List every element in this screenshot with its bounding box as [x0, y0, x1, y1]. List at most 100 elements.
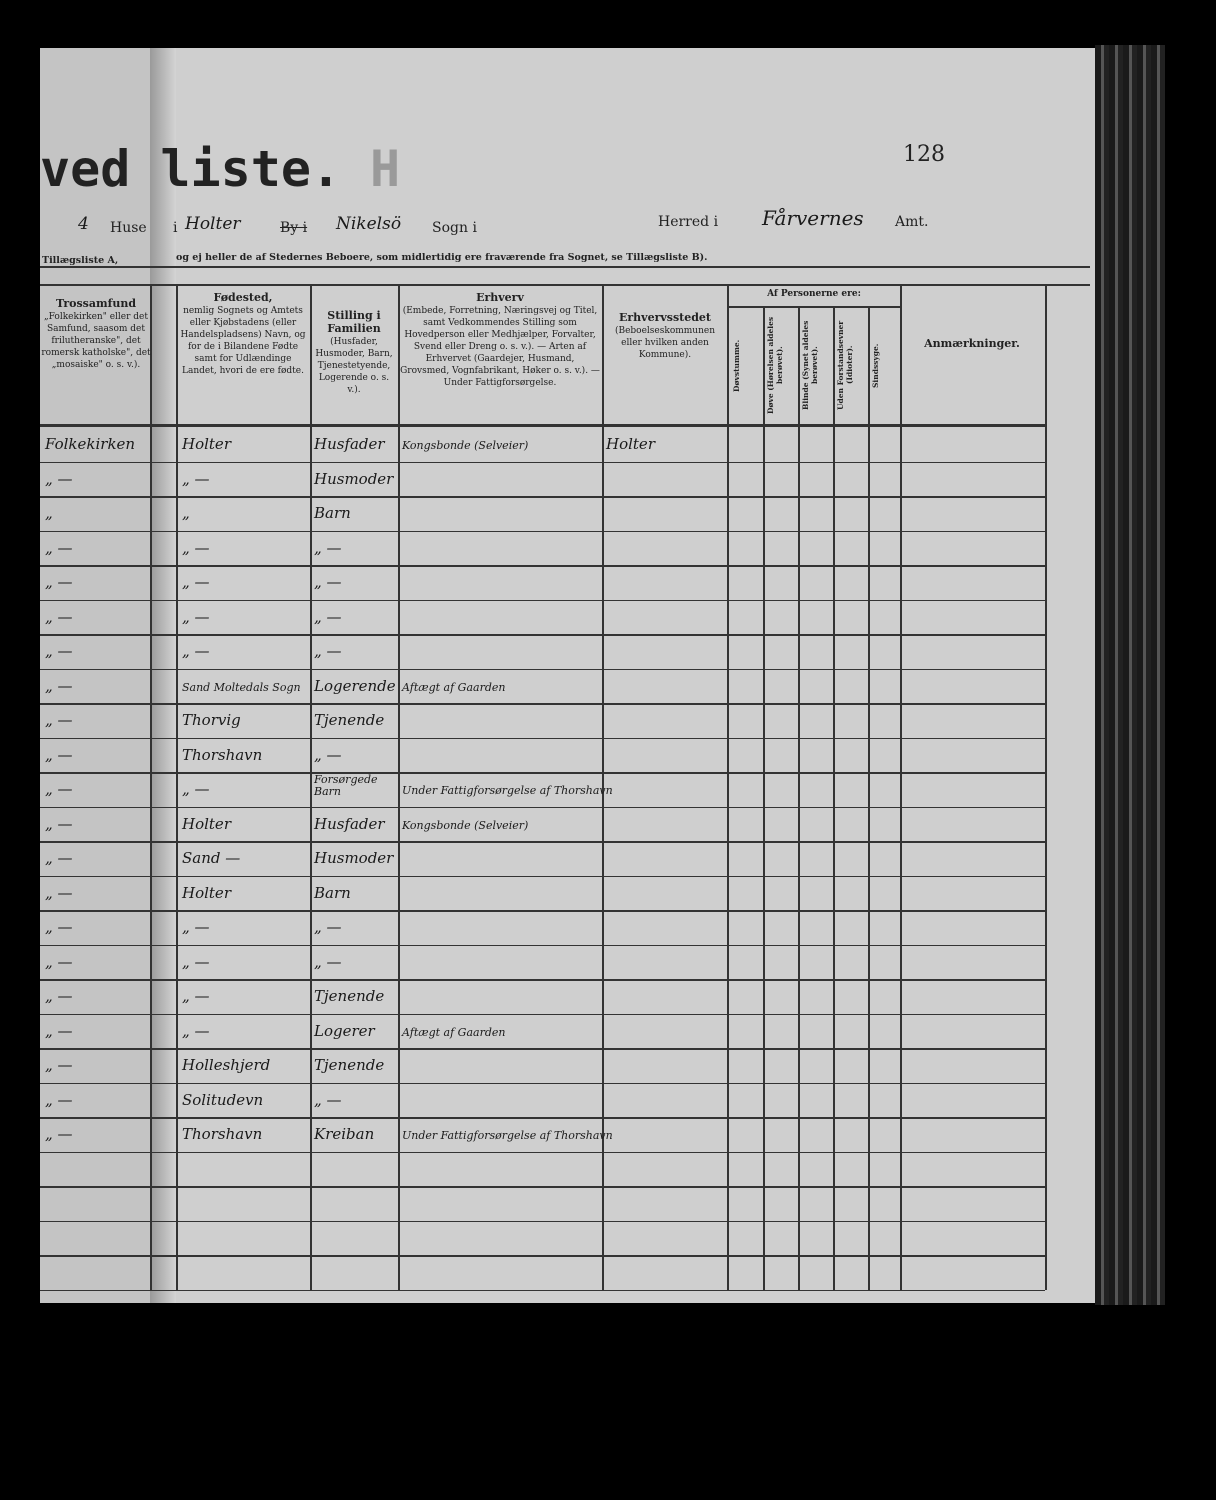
label-herred: Herred i — [658, 214, 719, 230]
row-line — [40, 703, 1045, 705]
cell-fodested: Holter — [182, 883, 231, 902]
cell-tros: „ — — [45, 1125, 73, 1143]
book-page-edges — [1095, 45, 1165, 1305]
row-line — [40, 496, 1045, 498]
cell-fodested: Sand — — [182, 849, 241, 867]
cell-stilling: „ — — [314, 538, 342, 557]
cell-fodested: „ — — [182, 607, 210, 626]
ghost-letter: H — [370, 140, 401, 198]
cell-fodested: Holleshjerd — [182, 1056, 271, 1074]
cell-stilling: Barn — [314, 883, 351, 902]
row-line — [40, 806, 1045, 808]
row-line — [40, 841, 1045, 843]
label-i: i — [173, 220, 178, 236]
cell-stilling: Husmoder — [314, 849, 394, 867]
cell-stilling: Tjenende — [314, 1056, 385, 1074]
place-name: Holter — [185, 214, 241, 234]
row-line — [40, 1289, 1045, 1291]
cell-erhverv: Aftægt af Gaarden — [402, 680, 506, 694]
cell-fodested: „ — — [182, 987, 210, 1005]
cell-stilling: Husfader — [314, 435, 385, 453]
column-line — [763, 306, 765, 1290]
row-line — [40, 1082, 1045, 1084]
column-line — [1045, 284, 1047, 1290]
cell-tros: „ — — [45, 814, 73, 833]
row-line — [40, 461, 1045, 463]
row-line — [40, 565, 1045, 567]
cell-fodested: Thorshavn — [182, 745, 263, 764]
row-line — [40, 772, 1045, 774]
cell-fodested: Sand Moltedals Sogn — [182, 680, 301, 694]
cell-stilling: „ — — [314, 642, 342, 660]
column-line — [310, 284, 312, 1290]
cell-sted: Holter — [606, 435, 655, 453]
label-huse: Huse — [110, 220, 147, 236]
header-note: og ej heller de af Stedernes Beboere, so… — [176, 252, 708, 263]
header-rule — [40, 266, 1090, 268]
cell-fodested: „ — — [182, 780, 210, 798]
col-dovstumme: Døvstumme. — [732, 339, 741, 393]
cell-fodested: „ — — [182, 642, 210, 660]
cell-tros: „ — — [45, 1090, 73, 1109]
col-anmaerkninger: Anmærkninger. — [902, 338, 1042, 351]
cell-fodested: Thorshavn — [182, 1125, 263, 1143]
col-sindssyge: Sindssyge. — [871, 343, 880, 389]
row-line — [40, 634, 1045, 636]
cell-stilling: Logerer — [314, 1021, 375, 1040]
col-erhverv-desc: (Embede, Forretning, Næringsvej og Titel… — [400, 306, 600, 388]
row-line — [40, 910, 1045, 912]
col-erhverv: Erhverv (Embede, Forretning, Næringsvej o… — [400, 292, 600, 389]
left-note: Tillægsliste A, — [42, 255, 119, 266]
cell-stilling: „ — — [314, 573, 342, 591]
cell-stilling: Husfader — [314, 814, 385, 833]
col-af-personerne: Af Personerne ere: — [767, 289, 861, 299]
cell-erhverv: Kongsbonde (Selveier) — [402, 818, 529, 832]
header-top-line — [40, 284, 1090, 286]
row-line — [40, 979, 1045, 981]
column-line — [900, 284, 902, 1290]
column-line — [398, 284, 400, 1290]
cell-tros: „ — — [45, 918, 73, 936]
cell-tros: „ — — [45, 987, 73, 1005]
cell-tros: „ — [45, 504, 53, 522]
cell-tros: „ — — [45, 1021, 73, 1040]
page-number: 128 — [903, 142, 945, 167]
col-anmaerkninger-title: Anmærkninger. — [924, 337, 1020, 350]
col-tros: Trossamfund „Folkekirken" eller det Samfu… — [40, 298, 152, 371]
row-line — [40, 944, 1045, 946]
row-line — [40, 668, 1045, 670]
cell-tros: „ — — [45, 1056, 73, 1074]
row-line — [40, 1013, 1045, 1015]
cell-fodested: Thorvig — [182, 711, 241, 729]
cell-fodested: „ — — [182, 573, 210, 591]
cell-tros: „ — — [45, 849, 73, 867]
header-bottom-line — [40, 424, 1045, 427]
label-sogn: Sogn i — [432, 220, 477, 236]
cell-stilling: Kreiban — [314, 1125, 375, 1143]
cell-fodested: „ — — [182, 918, 210, 936]
cell-fodested: „ — [182, 504, 190, 522]
book-gutter — [150, 48, 176, 1303]
row-line — [40, 1151, 1045, 1153]
col-stilling-title: Stilling i Familien — [327, 309, 381, 335]
col-fodested-desc: nemlig Sognets og Amtets eller Kjøbstade… — [180, 306, 306, 376]
cell-erhverv: Under Fattigforsørgelse af Thorshavn — [402, 784, 613, 797]
cell-erhverv: Under Fattigforsørgelse af Thorshavn — [402, 1129, 613, 1142]
cell-stilling: Logerende — [314, 676, 396, 695]
cell-stilling: „ — — [314, 952, 342, 971]
cell-fodested: „ — — [182, 538, 210, 557]
col-erhvervsstedet-desc: (Beboelseskommunen eller hvilken anden K… — [614, 326, 716, 360]
col-stilling-desc: (Husfader, Husmoder, Barn, Tjenestetyend… — [315, 337, 393, 395]
cell-stilling: Forsørgede Barn — [314, 773, 378, 798]
cell-fodested: „ — — [182, 952, 210, 971]
census-page — [40, 48, 1105, 1303]
cell-tros: „ — — [45, 573, 73, 591]
column-line — [868, 306, 870, 1290]
column-line — [176, 284, 178, 1290]
col-erhverv-title: Erhverv — [476, 291, 524, 304]
cell-fodested: „ — — [182, 469, 210, 488]
column-line — [150, 284, 152, 1290]
col-erhvervsstedet: Erhvervsstedet (Beboelseskommunen eller h… — [606, 312, 724, 361]
cell-stilling: „ — — [314, 918, 342, 936]
cell-fodested: „ — — [182, 1021, 210, 1040]
